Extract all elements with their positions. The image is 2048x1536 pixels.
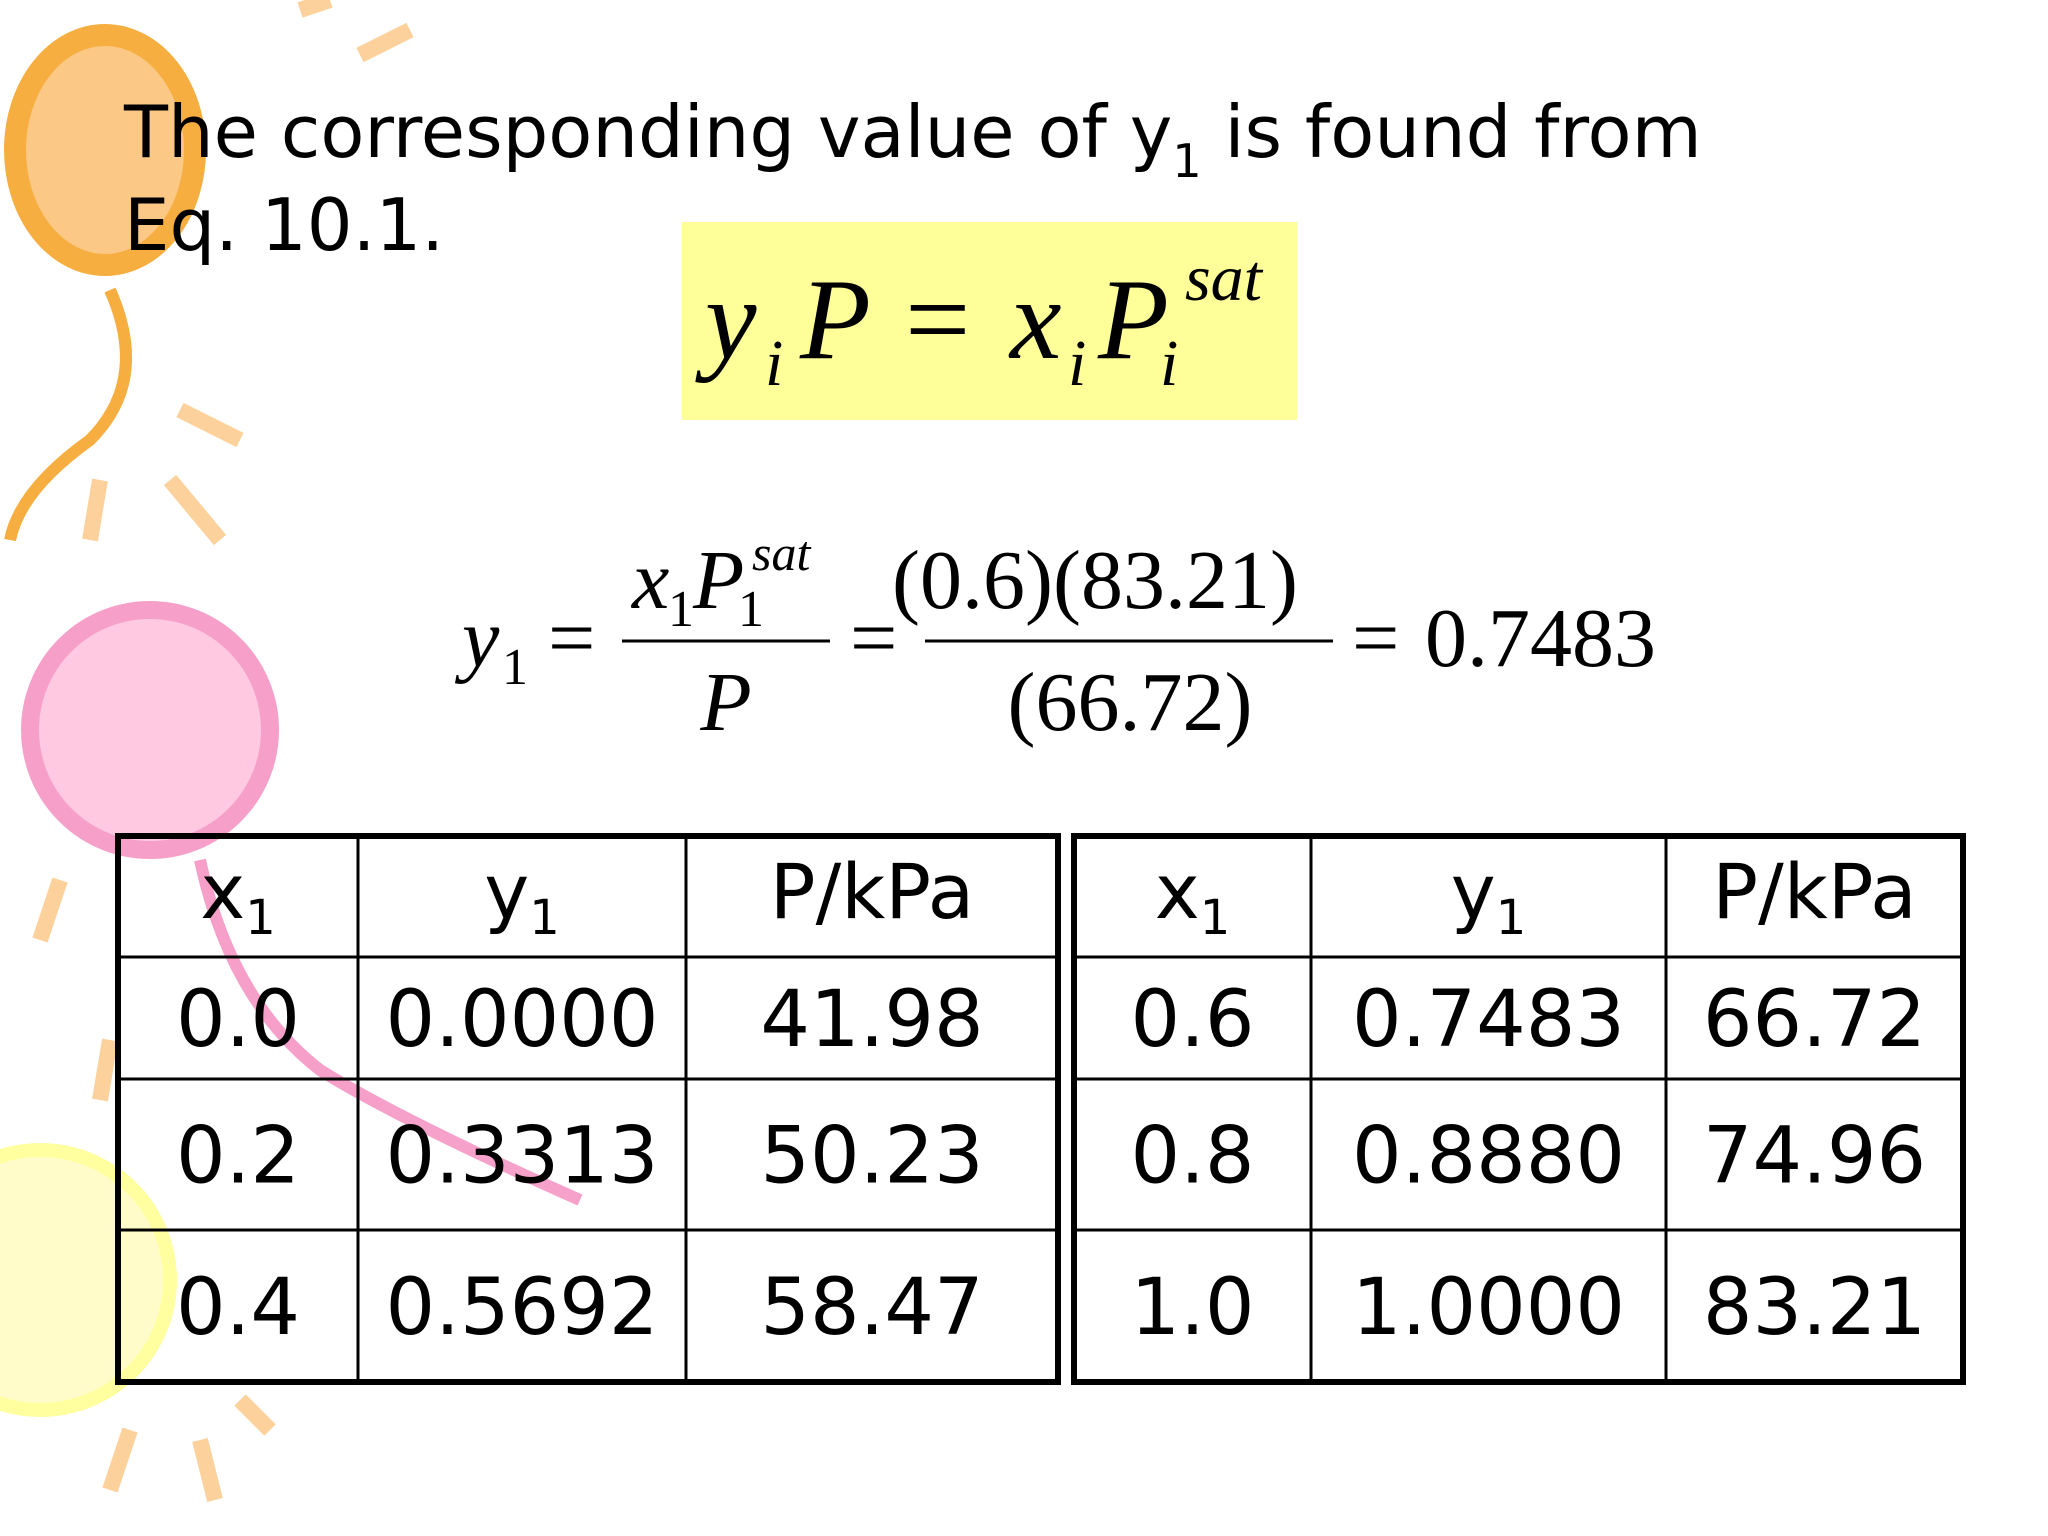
eq-subscript: i xyxy=(1068,327,1086,400)
header-text: x xyxy=(200,847,245,936)
table-cell: 0.8 xyxy=(1130,1112,1254,1202)
eq-denominator: (66.72) xyxy=(1008,656,1253,749)
header-cell: x1 xyxy=(1155,847,1231,946)
table-cell: 0.8880 xyxy=(1352,1112,1625,1202)
eq-symbol: y xyxy=(695,256,757,384)
eq-symbol: P xyxy=(1097,256,1169,384)
eq-operator: = xyxy=(548,592,595,685)
header-text: y xyxy=(484,847,529,936)
header-subscript: 1 xyxy=(245,890,276,946)
equation-box xyxy=(682,222,1297,420)
eq-superscript: sat xyxy=(752,525,811,581)
eq-symbol: x xyxy=(630,534,669,627)
table-cell: 0.2 xyxy=(176,1112,300,1202)
header-cell: P/kPa xyxy=(770,847,974,936)
eq-symbol: P xyxy=(692,534,744,627)
decoration xyxy=(0,0,583,1502)
header-text: P/kPa xyxy=(770,847,974,936)
table-cell: 1.0000 xyxy=(1352,1263,1625,1353)
title-line: The corresponding value of y1 is found f… xyxy=(123,90,1702,188)
eq-subscript: i xyxy=(1160,327,1178,400)
eq-symbol: P xyxy=(699,656,751,749)
eq-superscript: sat xyxy=(1185,242,1264,315)
eq-symbol: P xyxy=(799,256,871,384)
table-cell: 0.0 xyxy=(176,975,300,1065)
header-subscript: 1 xyxy=(1200,890,1231,946)
table-cell: 0.7483 xyxy=(1352,975,1625,1065)
header-subscript: 1 xyxy=(1496,890,1527,946)
eq-symbol: x xyxy=(1008,256,1062,384)
table-cell: 0.4 xyxy=(176,1263,300,1353)
table-cell: 66.72 xyxy=(1703,975,1926,1065)
header-text: x xyxy=(1155,847,1200,936)
eq-subscript: 1 xyxy=(738,581,764,638)
eq-result: 0.7483 xyxy=(1425,592,1656,685)
eq-operator: = xyxy=(850,592,897,685)
header-cell: P/kPa xyxy=(1712,847,1916,936)
header-text: P/kPa xyxy=(1712,847,1916,936)
table-cell: 58.47 xyxy=(760,1263,983,1353)
title-subscript: 1 xyxy=(1172,134,1201,188)
eq-operator: = xyxy=(1352,592,1399,685)
header-subscript: 1 xyxy=(529,890,560,946)
title-line: Eq. 10.1. xyxy=(124,183,444,267)
table-cell: 0.3313 xyxy=(386,1112,659,1202)
title-text: is found from xyxy=(1202,90,1702,174)
table-cell: 0.5692 xyxy=(386,1263,659,1353)
table-cell: 74.96 xyxy=(1703,1112,1926,1202)
table-cell: 41.98 xyxy=(760,975,983,1065)
table-cell: 0.6 xyxy=(1130,975,1254,1065)
header-cell: x1 xyxy=(200,847,276,946)
eq-subscript: 1 xyxy=(668,581,694,638)
eq-numerator: (0.6)(83.21) xyxy=(892,534,1298,627)
eq-subscript: i xyxy=(765,327,783,400)
eq-subscript: 1 xyxy=(502,639,528,696)
equation-1: y i P = x i P sat i xyxy=(695,242,1264,400)
header-text: y xyxy=(1451,847,1496,936)
table-border xyxy=(115,833,1061,1385)
table-cell: 0.0000 xyxy=(386,975,659,1065)
header-cell: y1 xyxy=(484,847,560,946)
table-cell: 83.21 xyxy=(1703,1263,1926,1353)
table-border xyxy=(1071,833,1966,1385)
eq-symbol: y xyxy=(454,592,500,685)
title-text: The corresponding value of y xyxy=(123,90,1172,174)
equation-2: y 1 = x 1 P sat 1 P = (0.6)(83.21) (66.7… xyxy=(454,525,1656,749)
eq-operator: = xyxy=(905,256,970,384)
table-cell: 1.0 xyxy=(1130,1263,1254,1353)
header-cell: y1 xyxy=(1451,847,1527,946)
table-cell: 50.23 xyxy=(760,1112,983,1202)
